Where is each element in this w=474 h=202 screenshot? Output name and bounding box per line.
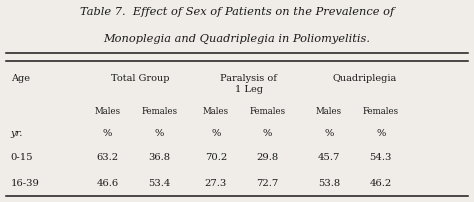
- Text: Males: Males: [316, 106, 342, 115]
- Text: yr.: yr.: [11, 128, 23, 137]
- Text: %: %: [263, 128, 273, 137]
- Text: 27.3: 27.3: [205, 178, 227, 187]
- Text: %: %: [155, 128, 164, 137]
- Text: 36.8: 36.8: [148, 152, 170, 161]
- Text: Paralysis of
1 Leg: Paralysis of 1 Leg: [220, 74, 277, 93]
- Text: Age: Age: [11, 74, 30, 83]
- Text: 72.7: 72.7: [256, 178, 279, 187]
- Text: %: %: [324, 128, 334, 137]
- Text: 0-15: 0-15: [11, 152, 34, 161]
- Text: 45.7: 45.7: [318, 152, 340, 161]
- Text: Total Group: Total Group: [111, 74, 170, 83]
- Text: Table 7.  Effect of Sex of Patients on the Prevalence of: Table 7. Effect of Sex of Patients on th…: [80, 7, 394, 17]
- Text: 53.8: 53.8: [318, 178, 340, 187]
- Text: Quadriplegia: Quadriplegia: [332, 74, 396, 83]
- Text: Females: Females: [363, 106, 399, 115]
- Text: Males: Males: [203, 106, 229, 115]
- Text: 46.2: 46.2: [370, 178, 392, 187]
- Text: 63.2: 63.2: [96, 152, 118, 161]
- Text: 54.3: 54.3: [370, 152, 392, 161]
- Text: Monoplegia and Quadriplegia in Poliomyelitis.: Monoplegia and Quadriplegia in Poliomyel…: [103, 33, 371, 43]
- Text: 46.6: 46.6: [96, 178, 118, 187]
- Text: %: %: [103, 128, 112, 137]
- Text: Males: Males: [94, 106, 120, 115]
- Text: 53.4: 53.4: [148, 178, 171, 187]
- Text: 70.2: 70.2: [205, 152, 227, 161]
- Text: %: %: [376, 128, 385, 137]
- Text: 29.8: 29.8: [256, 152, 279, 161]
- Text: %: %: [211, 128, 220, 137]
- Text: Females: Females: [141, 106, 177, 115]
- Text: 16-39: 16-39: [11, 178, 40, 187]
- Text: Females: Females: [250, 106, 286, 115]
